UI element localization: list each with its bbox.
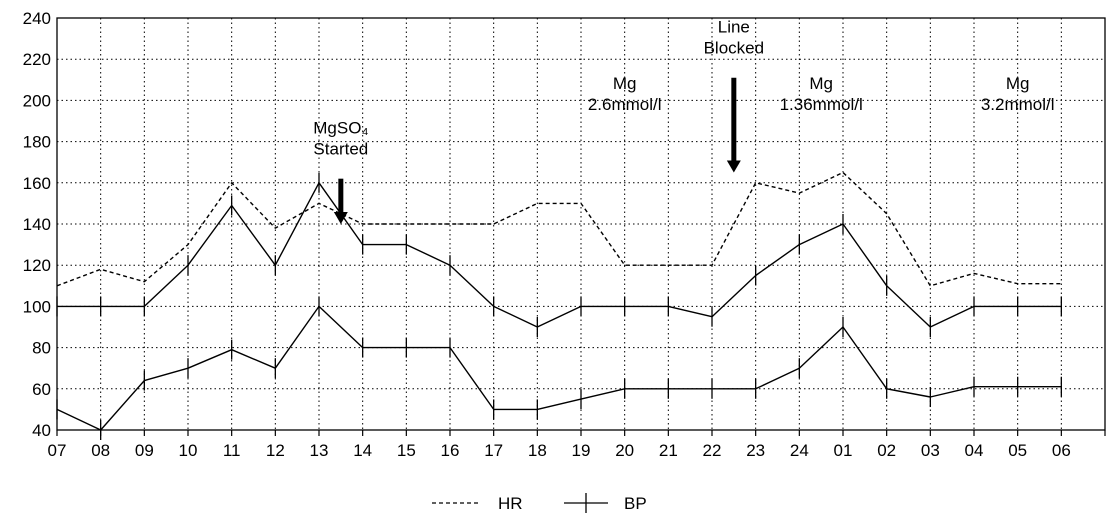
y-tick-label: 200 [23,91,51,110]
y-tick-label: 140 [23,215,51,234]
series-line-hr [56,171,1062,287]
annotations: MgSO₄ Started Mg 2.6mmol/l Line Blocked Mg 1.36… [313,18,1055,224]
x-tick-label: 01 [834,441,853,460]
x-tick-label: 06 [1052,441,1071,460]
annotation-text: MgSO₄ [313,119,368,138]
x-tick-label: 21 [659,441,678,460]
x-tick-label: 19 [572,441,591,460]
x-tick-label: 13 [310,441,329,460]
annotation-text: Mg [809,74,833,93]
x-tick-label: 10 [179,441,198,460]
axes: 40 60 80 100 120 140 160 180 200 220 240 07 08 09 10 11… [23,9,1106,460]
series-line-bp [57,182,1062,328]
series-line-bp [56,305,1062,431]
x-tick-label: 16 [441,441,460,460]
x-tick-label: 15 [397,441,416,460]
x-tick-label: 12 [266,441,285,460]
x-tick-label: 04 [965,441,984,460]
annotation-text: Line [718,18,750,37]
legend-hr-label: HR [498,494,523,513]
y-tick-label: 160 [23,174,51,193]
legend: HR BP [432,493,647,513]
x-tick-label: 07 [48,441,67,460]
y-tick-label: 100 [23,297,51,316]
x-tick-label: 23 [746,441,765,460]
x-tick-label: 11 [223,441,241,460]
x-tick-label: 24 [790,441,809,460]
legend-bp-label: BP [624,494,647,513]
y-tick-label: 80 [32,339,51,358]
series-layer [56,171,1062,440]
x-tick-label: 09 [135,441,154,460]
x-tick-label: 22 [703,441,722,460]
annotation-text: Started [313,140,368,159]
annotation-text: Mg [1006,74,1030,93]
annotation-arrow-head [333,212,348,224]
y-tick-label: 120 [23,256,51,275]
x-tick-label: 03 [921,441,940,460]
annotation-text: Blocked [704,39,764,58]
annotation-text: 2.6mmol/l [588,95,662,114]
x-tick-label: 18 [528,441,547,460]
x-tick-label: 14 [353,441,372,460]
annotation-text: 3.2mmol/l [981,95,1055,114]
y-tick-label: 180 [23,133,51,152]
annotation-text: 1.36mmol/l [780,95,863,114]
y-tick-label: 220 [23,50,51,69]
y-tick-label: 40 [32,421,51,440]
annotation-arrow-head [726,160,741,173]
grid [57,17,1105,430]
y-tick-label: 240 [23,9,51,28]
x-tick-label: 20 [615,441,634,460]
x-tick-label: 17 [484,441,503,460]
plot-frame [56,17,1106,431]
annotation-text: Mg [613,74,637,93]
x-tick-label: 02 [877,441,896,460]
y-tick-label: 60 [32,380,51,399]
x-tick-label: 05 [1008,441,1027,460]
x-tick-label: 08 [91,441,110,460]
